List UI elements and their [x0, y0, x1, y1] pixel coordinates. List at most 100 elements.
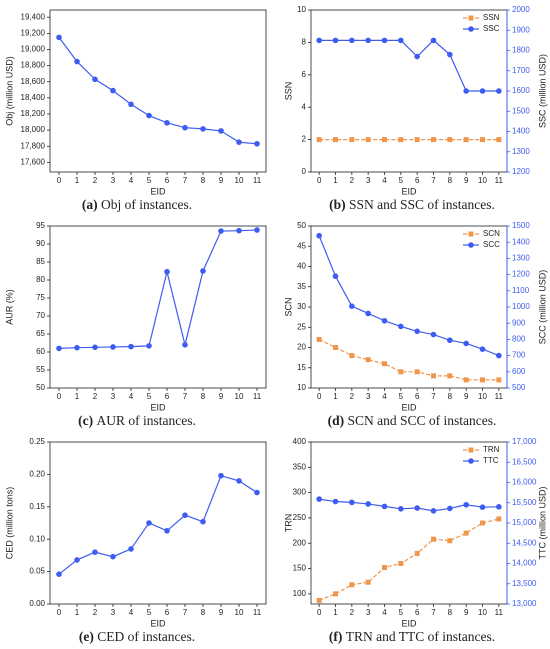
marker: [447, 373, 453, 379]
x-tick-label: 7: [431, 176, 436, 185]
x-tick-label: 0: [57, 392, 62, 401]
marker: [200, 518, 206, 525]
y-axis-label: SSN: [283, 82, 293, 101]
y2-tick-label: 16,500: [512, 457, 537, 466]
y-tick-label: 40: [297, 262, 306, 271]
marker: [447, 505, 453, 512]
marker: [349, 353, 355, 359]
x-tick-label: 5: [399, 392, 404, 401]
x-tick-label: 7: [431, 392, 436, 401]
x-tick-label: 10: [478, 608, 487, 617]
legend-label: TRN: [483, 445, 500, 454]
x-tick-label: 11: [253, 608, 262, 617]
marker: [316, 496, 322, 502]
plot-frame: [310, 225, 508, 389]
marker: [56, 34, 62, 41]
y2-tick-label: 14,500: [512, 538, 537, 547]
y-tick-label: 80: [36, 275, 45, 284]
marker: [182, 342, 188, 348]
x-tick-label: 1: [75, 176, 80, 185]
x-tick-label: 1: [333, 608, 338, 617]
marker: [479, 504, 486, 511]
marker: [164, 527, 170, 534]
marker: [218, 228, 224, 234]
marker: [200, 268, 206, 274]
marker: [316, 232, 322, 239]
caption: (d) SCN and SCC of instances.: [328, 413, 497, 428]
series-line: [319, 498, 499, 512]
caption-text: SSN and SSC of instances.: [349, 197, 495, 212]
marker: [182, 124, 188, 131]
y2-tick-label: 13,500: [512, 579, 537, 588]
x-tick-label: 10: [235, 608, 244, 617]
panel: 0 1 2 3 4 5 6 7 8 9 10 11 0.00 0.05 0.10 0.15 0.20 0.25 EI…: [4, 437, 267, 644]
y-tick-label: 70: [36, 311, 45, 320]
y2-tick-label: 1100: [512, 286, 530, 295]
marker: [349, 37, 355, 44]
x-tick-label: 11: [253, 176, 262, 185]
plot-frame: [310, 441, 508, 605]
marker: [447, 137, 453, 143]
caption-label: (a): [82, 197, 98, 212]
y2-tick-label: 13,000: [512, 599, 537, 608]
y-tick-label: 0.00: [29, 599, 45, 608]
x-tick-label: 2: [350, 392, 355, 401]
x-tick-label: 8: [448, 608, 453, 617]
y2-tick-label: 1400: [512, 127, 530, 136]
y2-tick-label: 16,000: [512, 478, 537, 487]
x-tick-label: 6: [165, 392, 170, 401]
y-tick-label: 8: [302, 38, 307, 47]
x-tick-label: 11: [253, 392, 262, 401]
plot-frame: [49, 441, 267, 605]
marker: [349, 499, 355, 506]
legend-marker: [468, 458, 474, 464]
y-axis-label: CED (million tons): [4, 487, 14, 560]
y-tick-label: 30: [297, 302, 306, 311]
y-tick-label: 50: [36, 383, 45, 392]
marker: [128, 101, 134, 108]
marker: [463, 340, 469, 347]
y-tick-label: 25: [297, 322, 306, 331]
y-tick-label: 35: [297, 282, 306, 291]
marker: [146, 520, 152, 526]
marker: [349, 137, 355, 143]
y2-tick-label: 1500: [512, 221, 530, 230]
panel: 0 1 2 3 4 5 6 7 8 9 10 1150556065707580859095EIDAUR…: [4, 221, 267, 428]
x-tick-label: 10: [235, 176, 244, 185]
x-axis-label: EID: [401, 618, 417, 628]
x-tick-label: 4: [129, 392, 134, 401]
y-tick-label: 6: [302, 70, 307, 79]
y-tick-label: 19,400: [21, 12, 46, 21]
y-tick-label: 0.15: [29, 502, 45, 511]
x-tick-label: 3: [111, 176, 116, 185]
y2-tick-label: 600: [512, 367, 526, 376]
marker: [381, 503, 388, 510]
caption: (c) AUR of instances.: [78, 413, 196, 428]
marker: [414, 505, 420, 511]
caption-label: (e): [79, 629, 94, 644]
y2-tick-label: 1300: [512, 254, 530, 263]
marker: [480, 520, 485, 526]
x-tick-label: 6: [415, 392, 420, 401]
y2-tick-label: 1600: [512, 86, 530, 95]
x-axis-label: EID: [401, 402, 417, 412]
x-tick-label: 6: [415, 608, 420, 617]
x-tick-label: 9: [219, 608, 224, 617]
marker: [316, 137, 322, 143]
caption-label: (f): [329, 629, 343, 644]
y-tick-label: 0: [302, 167, 307, 176]
y2-tick-label: 1200: [512, 167, 530, 176]
marker: [496, 352, 502, 359]
marker: [381, 317, 388, 324]
marker: [496, 504, 502, 510]
plot-frame: [49, 9, 267, 173]
x-tick-label: 0: [317, 608, 322, 617]
marker: [365, 501, 371, 507]
x-tick-label: 3: [366, 392, 371, 401]
marker: [496, 377, 502, 383]
y-tick-label: 95: [36, 221, 45, 230]
x-tick-label: 10: [478, 392, 487, 401]
y2-tick-label: 1500: [512, 106, 530, 115]
marker: [414, 550, 420, 556]
